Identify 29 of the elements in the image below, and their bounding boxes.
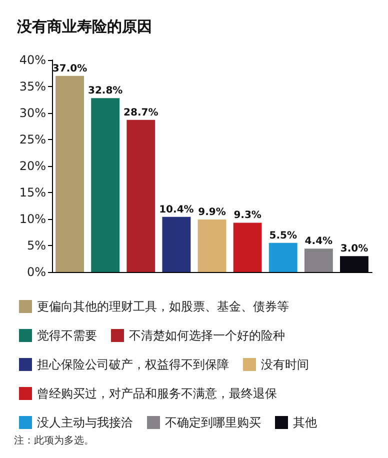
y-tick-label: 35%	[19, 80, 46, 94]
legend-label: 不确定到哪里购买	[165, 416, 261, 430]
legend-label: 没人主动与我接洽	[37, 416, 133, 430]
data-label: 10.4%	[159, 204, 194, 216]
y-tick-label: 10%	[19, 212, 46, 226]
y-tick-label: 5%	[26, 238, 46, 252]
y-tick-label: 15%	[19, 186, 46, 200]
legend-label: 没有时间	[261, 358, 309, 372]
legend-label: 其他	[293, 416, 317, 430]
legend-label: 不清楚如何选择一个好的险种	[129, 328, 285, 342]
data-label: 28.7%	[124, 107, 158, 118]
legend-label: 曾经购买过，对产品和服务不满意，最终退保	[37, 386, 277, 400]
data-label: 3.0%	[340, 244, 368, 255]
data-label: 9.9%	[198, 207, 226, 218]
y-tick-label: 40%	[19, 53, 46, 67]
data-label: 9.3%	[234, 210, 262, 222]
legend-label: 更偏向其他的理财工具，如股票、基金、债券等	[37, 300, 289, 314]
data-label: 5.5%	[269, 230, 297, 242]
data-label: 32.8%	[88, 86, 123, 97]
legend-label: 觉得不需要	[37, 328, 97, 342]
y-tick-label: 20%	[19, 159, 46, 173]
text: 注：此项为多选。	[14, 434, 94, 446]
chart-title: 没有商业寿险的原因	[16, 18, 152, 36]
data-label: 4.4%	[304, 236, 333, 248]
data-label: 37.0%	[52, 63, 88, 74]
y-tick-label: 0%	[26, 265, 46, 279]
legend-label: 担心保险公司破产，权益得不到保障	[37, 358, 229, 372]
y-tick-label: 25%	[19, 132, 46, 146]
y-tick-label: 30%	[19, 106, 46, 120]
